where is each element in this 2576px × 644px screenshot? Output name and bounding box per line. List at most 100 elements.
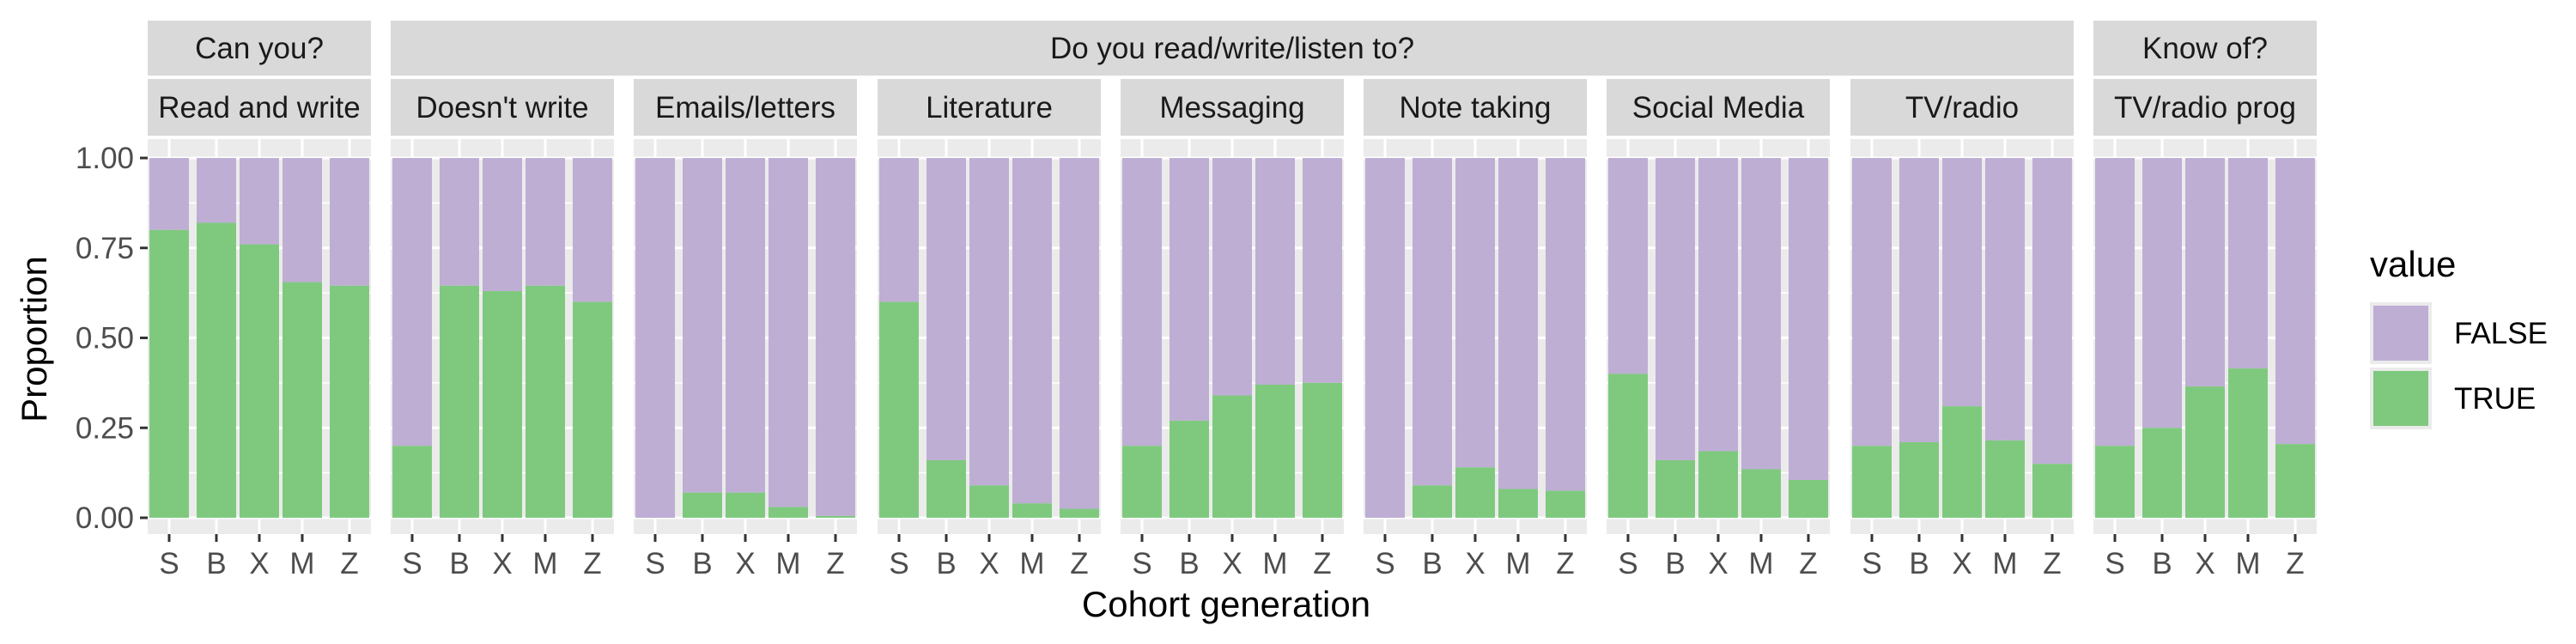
panel-strip-background [634, 79, 857, 136]
bar-true-Z [2032, 464, 2072, 518]
bar-true-B [440, 285, 480, 518]
panel-3 [878, 139, 1101, 534]
bar-false-S [1122, 158, 1163, 447]
x-axis-title: Cohort generation [1082, 584, 1370, 624]
bar-true-S [879, 301, 920, 518]
panel-strip-label: Read and write [158, 91, 360, 125]
x-tick-label: X [2195, 547, 2215, 580]
bar-false-S [149, 158, 190, 230]
panel-strip-background [1121, 79, 1344, 136]
panel-5 [1364, 139, 1587, 534]
bar-true-B [1656, 459, 1696, 518]
bar-false-M [525, 158, 565, 286]
bar-false-Z [1788, 158, 1828, 481]
panel-strip-label: Literature [926, 91, 1053, 125]
bar-false-B [440, 158, 480, 286]
x-tick-label: M [532, 547, 557, 580]
bar-false-Z [1059, 158, 1099, 509]
bar-false-Z [329, 158, 369, 286]
panel-strip-2: Emails/letters [634, 79, 857, 136]
x-tick-label: X [1708, 547, 1728, 580]
bar-true-X [1698, 451, 1738, 518]
panel-strip-8: TV/radio prog [2093, 79, 2317, 136]
bar-false-X [1455, 158, 1495, 468]
bar-false-Z [572, 158, 612, 302]
bar-false-S [1365, 158, 1406, 518]
bar-true-S [1852, 446, 1893, 518]
bar-false-B [1656, 158, 1696, 460]
x-tick-label: Z [583, 547, 601, 580]
panel-strip-4: Messaging [1121, 79, 1344, 136]
y-axis: 0.00 0.25 0.50 0.75 1.00 [76, 142, 148, 535]
bar-false-M [2227, 158, 2268, 369]
y-tick-label: 0.75 [76, 232, 134, 265]
panel-0 [148, 139, 371, 534]
x-tick-label: X [1465, 547, 1485, 580]
bar-false-X [483, 158, 522, 292]
x-tick-label: X [492, 547, 512, 580]
x-tick-label: Z [1799, 547, 1817, 580]
bar-true-M [1498, 489, 1538, 518]
panel-strip-background [148, 79, 371, 136]
x-tick-label: M [2235, 547, 2260, 580]
x-tick-label: X [1952, 547, 1971, 580]
bar-true-Z [2275, 444, 2315, 518]
legend-swatch [2373, 371, 2428, 426]
legend-title: value [2370, 244, 2456, 284]
legend: value FALSE TRUE [2370, 244, 2548, 429]
bar-false-X [2185, 158, 2225, 387]
panel-6 [1607, 139, 1830, 534]
x-tick-label: B [1909, 547, 1929, 580]
bar-false-B [927, 158, 967, 460]
bar-true-S [149, 229, 190, 518]
strip-group-label: Do you read/write/listen to? [1050, 32, 1414, 65]
panels [148, 139, 2317, 534]
bar-false-Z [1302, 158, 1342, 383]
bar-true-S [1122, 446, 1163, 518]
bar-true-Z [815, 515, 855, 518]
panel-strip-background [1607, 79, 1830, 136]
bar-false-X [1942, 158, 1982, 407]
bar-true-B [927, 459, 967, 518]
x-tick-label: M [1262, 547, 1287, 580]
bar-false-B [683, 158, 723, 493]
strip-group-0: Can you? [148, 21, 371, 76]
group-strips: Can you? Do you read/write/listen to? Know… [148, 21, 2317, 76]
bar-true-X [969, 485, 1009, 518]
x-tick-label: B [206, 547, 226, 580]
x-tick-label: B [1422, 547, 1442, 580]
bar-true-B [2142, 428, 2183, 518]
x-tick-label: B [1665, 547, 1685, 580]
bar-false-M [1741, 158, 1781, 470]
panel-strip-label: TV/radio [1905, 91, 2019, 125]
bar-true-B [1413, 485, 1453, 518]
bar-false-B [1899, 158, 1940, 443]
bar-true-Z [572, 301, 612, 518]
strip-group-label: Know of? [2142, 32, 2268, 65]
x-tick-label: S [1375, 547, 1394, 580]
x-tick-label: Z [1070, 547, 1088, 580]
bar-false-S [1608, 158, 1649, 374]
x-tick-label: B [1179, 547, 1199, 580]
panel-strip-3: Literature [878, 79, 1101, 136]
y-tick-label: 0.00 [76, 501, 134, 535]
panel-strip-label: Messaging [1159, 91, 1304, 125]
x-tick-label: S [1862, 547, 1881, 580]
bar-false-X [1698, 158, 1738, 452]
panel-7 [1850, 139, 2074, 534]
x-tick-label: Z [2286, 547, 2304, 580]
y-axis-title: Proportion [14, 256, 54, 422]
bar-false-S [1852, 158, 1893, 447]
bar-true-X [483, 291, 522, 518]
panel-strip-label: Doesn't write [416, 91, 588, 125]
x-tick-label: S [645, 547, 665, 580]
x-tick-label: M [775, 547, 800, 580]
y-tick-label: 0.50 [76, 322, 134, 355]
x-tick-label: S [402, 547, 422, 580]
x-tick-label: X [979, 547, 999, 580]
x-tick-label: Z [2043, 547, 2061, 580]
bar-true-X [1212, 395, 1252, 518]
legend-label: TRUE [2454, 382, 2536, 416]
